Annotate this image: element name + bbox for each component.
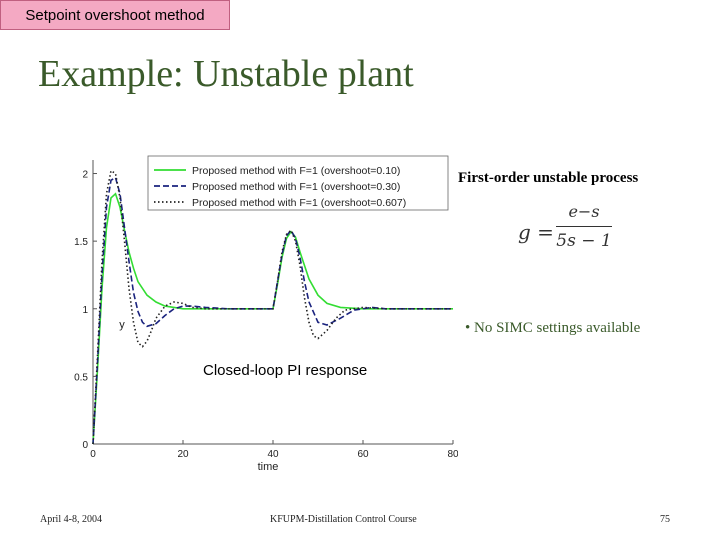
slide-title: Example: Unstable plant	[38, 53, 414, 95]
formula-lhs: g =	[518, 220, 554, 244]
series-line-1	[92, 192, 453, 445]
series-line-3	[92, 169, 453, 445]
y-tick-label: 2	[82, 170, 88, 181]
legend-label-1: Proposed method with F=1 (overshoot=0.10…	[192, 165, 400, 177]
series-line-2	[92, 176, 453, 445]
axis-ticks: 0 20 40 60 80 0 0.5 1 1.5 2	[74, 170, 458, 460]
y-tick-label: 1	[82, 305, 88, 316]
closed-loop-response-plot: 0 20 40 60 80 0 0.5 1 1.5 2 Proposed method with …	[74, 155, 458, 473]
plot-annotation: Closed-loop PI response	[203, 362, 368, 379]
y-tick-label: 1.5	[74, 237, 88, 248]
x-tick-label: 0	[90, 449, 96, 460]
x-tick-label: 40	[267, 449, 279, 460]
process-title: First-order unstable process	[458, 170, 639, 186]
x-axis-label: time	[258, 461, 279, 473]
section-tag: Setpoint overshoot method	[0, 0, 230, 30]
formula-fraction: e−s 5s − 1	[556, 200, 612, 253]
bullet-no-simc: • No SIMC settings available	[465, 320, 641, 336]
formula-numerator: e−s	[568, 202, 600, 221]
legend: Proposed method with F=1 (overshoot=0.10…	[147, 155, 449, 211]
y-axis-label: y	[119, 319, 125, 331]
fraction-bar	[556, 226, 612, 227]
y-tick-label: 0	[82, 440, 88, 451]
x-tick-label: 80	[447, 449, 458, 460]
footer-date: April 4-8, 2004	[40, 514, 102, 525]
series-lines	[92, 169, 453, 445]
legend-label-3: Proposed method with F=1 (overshoot=0.60…	[192, 197, 406, 209]
page-number: 75	[660, 514, 670, 525]
footer-course: KFUPM-Distillation Control Course	[270, 514, 417, 525]
transfer-function: g = e−s 5s − 1	[516, 200, 616, 262]
y-tick-label: 0.5	[74, 372, 88, 383]
legend-box	[147, 155, 449, 211]
x-tick-label: 60	[357, 449, 369, 460]
x-tick-label: 20	[177, 449, 189, 460]
formula-denominator: 5s − 1	[556, 231, 612, 251]
legend-label-2: Proposed method with F=1 (overshoot=0.30…	[192, 181, 400, 193]
legend-items: Proposed method with F=1 (overshoot=0.10…	[154, 165, 406, 209]
